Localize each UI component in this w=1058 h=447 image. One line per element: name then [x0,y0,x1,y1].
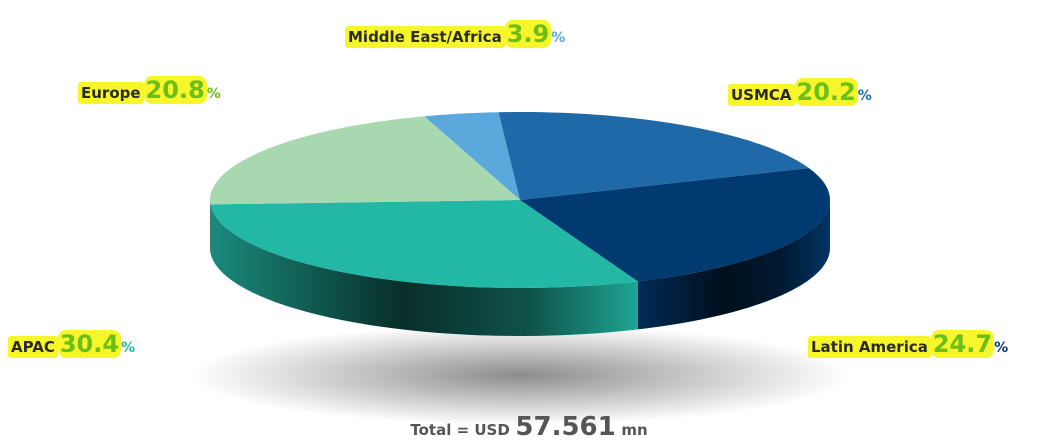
value-label: 3.9 [504,20,552,48]
total: Total = USD 57.561 mn [0,412,1058,442]
category-label: Latin America [808,336,931,358]
pie-shadow [190,325,850,425]
slice-label: Europe 20.8% [78,76,221,104]
unit-label: % [121,340,136,356]
total-unit: mn [621,421,648,439]
category-label: Middle East/Africa [345,26,505,48]
category-label: APAC [8,336,58,358]
slice [498,112,809,200]
value-label: 20.8 [143,76,207,104]
category-label: Europe [78,82,144,104]
slice [210,116,520,205]
slice-label: Middle East/Africa 3.9% [345,20,565,48]
slice-label: APAC 30.4% [8,330,135,358]
slice [210,200,638,288]
unit-label: % [206,86,221,102]
unit-label: % [551,30,566,46]
value-label: 24.7 [930,330,995,358]
total-value: 57.561 [515,412,616,442]
unit-label: % [857,88,872,104]
category-label: USMCA [728,84,795,106]
value-label: 20.2 [794,78,858,106]
slice-label: Latin America 24.7% [808,330,1008,358]
slice [520,168,830,282]
total-prefix: Total = USD [410,421,510,439]
slice-side-shade [637,200,830,330]
slice-label: USMCA 20.2% [728,78,872,106]
unit-label: % [994,340,1009,356]
slice-side-shade [210,204,638,336]
value-label: 30.4 [57,330,122,358]
slice [424,112,520,200]
